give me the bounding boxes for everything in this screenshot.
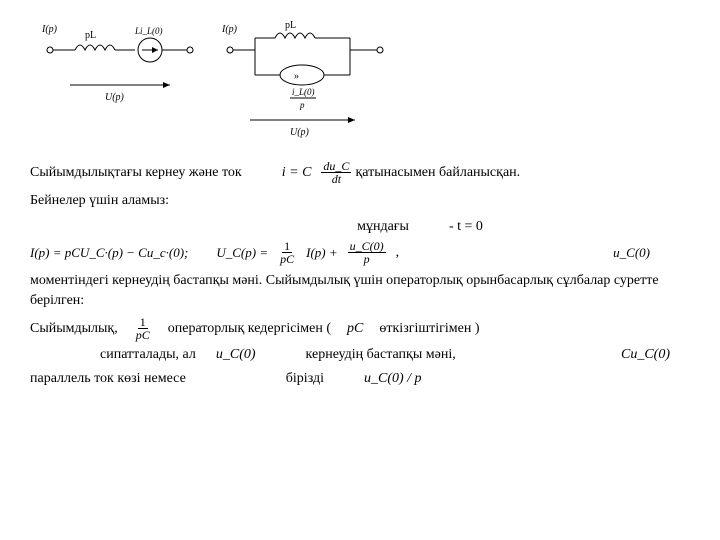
text-t0: - t = 0	[449, 217, 483, 237]
text-p5a: сипатталады, ал	[100, 345, 196, 365]
label-Up-right: U(p)	[290, 127, 310, 138]
terminal	[187, 47, 193, 53]
circuit-diagrams: I(p) pL Li_L(0) U(p) I(p) pL	[40, 20, 690, 140]
inductor	[275, 33, 315, 38]
paragraph-3: моментіндегі кернеудің бастапқы мәні. Сы…	[30, 271, 690, 310]
frac-den: pC	[278, 253, 296, 265]
text-p1a: Сыйымдылықтағы кернеу және ток	[30, 163, 242, 183]
frac-uc0-p: u_C(0) p	[348, 240, 386, 265]
terminal	[47, 47, 53, 53]
label-Li0: Li_L(0)	[134, 26, 163, 36]
formula-row: I(p) = pCU_C·(p) − Cu_c·(0); U_C(p) = 1 …	[30, 240, 690, 265]
formula-Uc-mid: I(p) +	[306, 244, 338, 262]
circuit-left: I(p) pL Li_L(0) U(p)	[40, 20, 200, 130]
formula-Uc-lhs: U_C(p) =	[216, 244, 268, 262]
text-where: мұндағы	[357, 217, 409, 237]
text-p4c: өткізгіштігімен )	[379, 319, 479, 339]
frac-duc-dt: du_C dt	[321, 160, 351, 185]
label-pL: pL	[85, 30, 96, 41]
frac-den: dt	[330, 173, 343, 185]
text-p1b: қатынасымен байланысқан.	[355, 163, 520, 183]
paragraph-4: Сыйымдылық, 1 pC операторлық кедергісіме…	[30, 316, 690, 341]
paragraph-5: сипатталады, ал u_C(0) кернеудің бастапқ…	[30, 345, 690, 365]
frac-1-pC: 1 pC	[278, 240, 296, 265]
label-iL0-den: p	[299, 100, 305, 110]
source-symbol: »	[294, 71, 299, 82]
formula-pC: pC	[347, 319, 363, 339]
voltage-arrowhead	[163, 82, 170, 88]
text-p6a: параллель ток көзі немесе	[30, 369, 186, 389]
formula-uc0-over-p: u_C(0) / p	[364, 369, 422, 389]
label-Ip-right: I(p)	[221, 24, 238, 35]
formula-i-eq: i = C	[282, 163, 312, 183]
frac-1-pC-inline: 1 pC	[134, 316, 152, 341]
voltage-arrowhead	[348, 117, 355, 123]
terminal	[227, 47, 233, 53]
label-pL-right: pL	[285, 20, 296, 31]
formula-Ip: I(p) = pCU_C·(p) − Cu_c·(0);	[30, 244, 188, 262]
current-source	[280, 65, 324, 85]
source-arrowhead	[152, 47, 158, 53]
where-row: мұндағы - t = 0	[30, 217, 690, 237]
text-p6b: бірізді	[286, 369, 324, 389]
paragraph-1: Сыйымдылықтағы кернеу және ток i = C du_…	[30, 160, 690, 185]
formula-Cuc0: Cu_C(0)	[621, 345, 670, 365]
formula-uc0: u_C(0)	[613, 244, 650, 262]
label-Up: U(p)	[105, 92, 125, 103]
label-Ip-left: I(p)	[41, 24, 58, 35]
circuit-right: I(p) pL » i_L(0) p U(p)	[220, 20, 390, 140]
paragraph-2: Бейнелер үшін аламыз:	[30, 191, 690, 211]
text-p4a: Сыйымдылық,	[30, 319, 118, 339]
paragraph-6: параллель ток көзі немесе бірізді u_C(0)…	[30, 369, 690, 389]
formula-tail: ,	[396, 243, 400, 263]
frac-den: pC	[134, 329, 152, 341]
inductor	[75, 45, 115, 50]
label-iL0-num: i_L(0)	[292, 87, 315, 97]
terminal	[377, 47, 383, 53]
frac-den: p	[362, 253, 372, 265]
text-p5b: кернеудің бастапқы мәні,	[306, 345, 456, 365]
formula-uc0-2: u_C(0)	[216, 345, 256, 365]
text-p4b: операторлық кедергісімен (	[168, 319, 331, 339]
